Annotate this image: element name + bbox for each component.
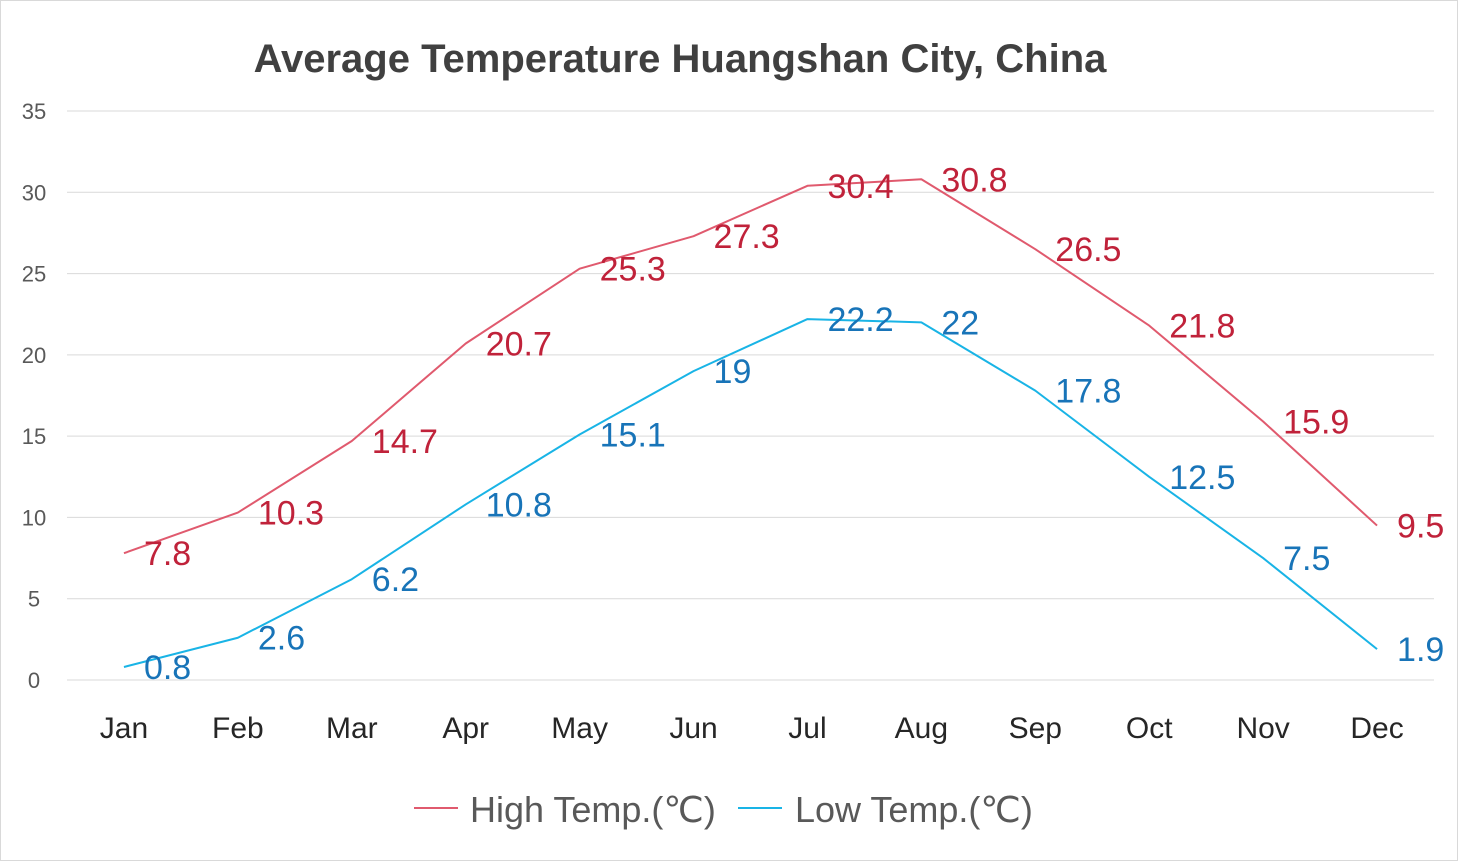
x-tick-label: Jan	[100, 712, 148, 745]
series-group	[123, 178, 1378, 668]
data-label: 26.5	[1055, 231, 1121, 269]
x-axis: Jan Feb Mar Apr May Jun Jul Aug Sep Oct Nov Dec	[100, 712, 1404, 745]
data-label: 2.6	[258, 620, 305, 658]
data-label: 15.1	[600, 417, 666, 455]
y-tick-label: 0	[28, 668, 40, 693]
y-axis: 0 5 10 15 20 25 30 35	[22, 99, 46, 693]
x-tick-label: May	[551, 712, 608, 745]
data-label: 22.2	[827, 301, 893, 339]
data-label: 7.8	[144, 535, 191, 573]
data-label: 10.3	[258, 495, 324, 533]
series-line-high	[123, 178, 1378, 555]
x-tick-label: Sep	[1009, 712, 1062, 745]
x-tick-label: Nov	[1236, 712, 1289, 745]
data-label: 21.8	[1169, 308, 1235, 346]
data-label: 30.8	[941, 161, 1007, 199]
data-label: 14.7	[372, 423, 438, 461]
chart-title: Average Temperature Huangshan City, Chin…	[254, 37, 1108, 81]
data-label: 17.8	[1055, 373, 1121, 411]
data-label: 15.9	[1283, 404, 1349, 442]
x-tick-label: Apr	[442, 712, 489, 745]
legend-label: Low Temp.(℃)	[795, 789, 1033, 830]
y-tick-label: 30	[22, 180, 46, 205]
y-tick-label: 20	[22, 343, 46, 368]
y-tick-label: 35	[22, 99, 46, 124]
legend[interactable]: High Temp.(℃) Low Temp.(℃)	[414, 789, 1033, 830]
x-tick-label: Jun	[669, 712, 717, 745]
y-tick-label: 10	[22, 505, 46, 530]
data-labels: 7.8 10.3 14.7 20.7 25.3 27.3 30.4 30.8 26.5 21.8 1…	[144, 161, 1444, 687]
legend-label: High Temp.(℃)	[470, 789, 716, 830]
data-label: 9.5	[1397, 508, 1444, 546]
data-label: 22	[941, 304, 979, 342]
series-line-low	[123, 318, 1378, 668]
data-label: 0.8	[144, 649, 191, 687]
data-label: 1.9	[1397, 631, 1444, 669]
legend-item-low[interactable]: Low Temp.(℃)	[738, 789, 1033, 830]
x-tick-label: Mar	[326, 712, 378, 745]
data-label: 27.3	[714, 218, 780, 256]
x-tick-label: Oct	[1126, 712, 1173, 745]
data-label: 7.5	[1283, 540, 1330, 578]
data-label: 6.2	[372, 561, 419, 599]
data-label: 25.3	[600, 251, 666, 289]
x-tick-label: Feb	[212, 712, 264, 745]
x-tick-label: Jul	[788, 712, 826, 745]
x-tick-label: Dec	[1350, 712, 1403, 745]
x-tick-label: Aug	[895, 712, 948, 745]
data-label: 10.8	[486, 486, 552, 524]
data-label: 12.5	[1169, 459, 1235, 497]
legend-item-high[interactable]: High Temp.(℃)	[414, 789, 716, 830]
data-label: 19	[714, 353, 752, 391]
y-tick-label: 5	[28, 587, 40, 612]
y-tick-label: 15	[22, 424, 46, 449]
gridlines	[67, 110, 1434, 681]
data-label: 20.7	[486, 325, 552, 363]
data-label: 30.4	[827, 168, 893, 206]
y-tick-label: 25	[22, 262, 46, 287]
